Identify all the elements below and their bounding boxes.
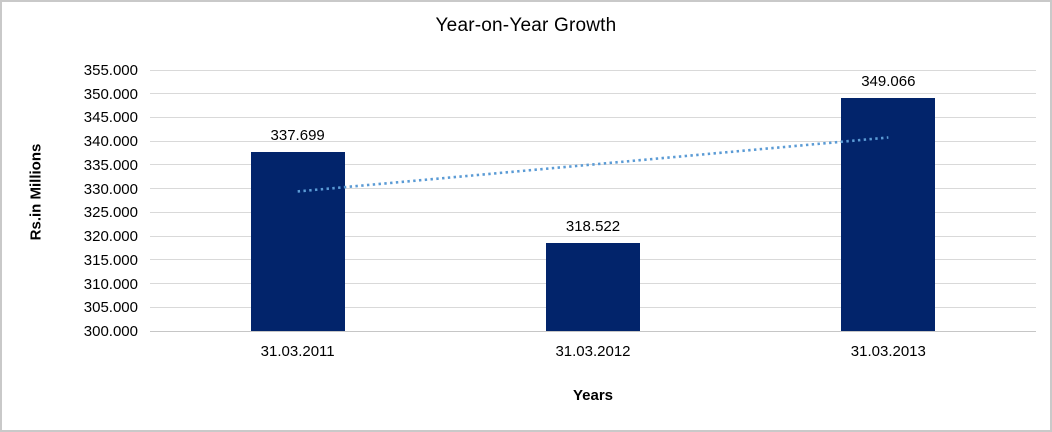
chart-title: Year-on-Year Growth — [435, 15, 617, 36]
y-tick-label: 320.000 — [83, 228, 138, 246]
bar-data-label: 318.522 — [565, 218, 621, 236]
gridline — [150, 330, 1036, 332]
y-tick-label: 340.000 — [83, 133, 138, 151]
gridline — [150, 235, 1036, 237]
bar — [841, 98, 936, 331]
y-tick-label: 345.000 — [83, 109, 138, 127]
gridline — [150, 116, 1036, 118]
y-tick-label: 325.000 — [83, 204, 138, 222]
y-tick-label: 305.000 — [83, 299, 138, 317]
bar — [250, 152, 345, 331]
x-tick-label: 31.03.2011 — [260, 343, 335, 360]
x-axis-title: Years — [572, 387, 614, 404]
gridline — [150, 211, 1036, 213]
y-tick-label: 350.000 — [83, 85, 138, 103]
x-tick-label: 31.03.2012 — [555, 343, 631, 360]
y-tick-label: 310.000 — [83, 275, 138, 293]
x-tick-label: 31.03.2013 — [850, 343, 926, 360]
y-tick-label: 355.000 — [83, 62, 138, 79]
gridline — [150, 93, 1036, 95]
y-tick-label: 335.000 — [83, 156, 138, 174]
bar — [546, 243, 640, 331]
y-axis-title: Rs.in Millions — [27, 143, 45, 241]
bar-data-label: 349.066 — [861, 73, 916, 91]
bar-data-label: 337.699 — [270, 127, 325, 145]
y-tick-label: 330.000 — [83, 180, 138, 198]
gridline — [150, 69, 1036, 71]
y-tick-label: 315.000 — [83, 251, 138, 269]
y-tick-label: 300.000 — [83, 323, 138, 340]
